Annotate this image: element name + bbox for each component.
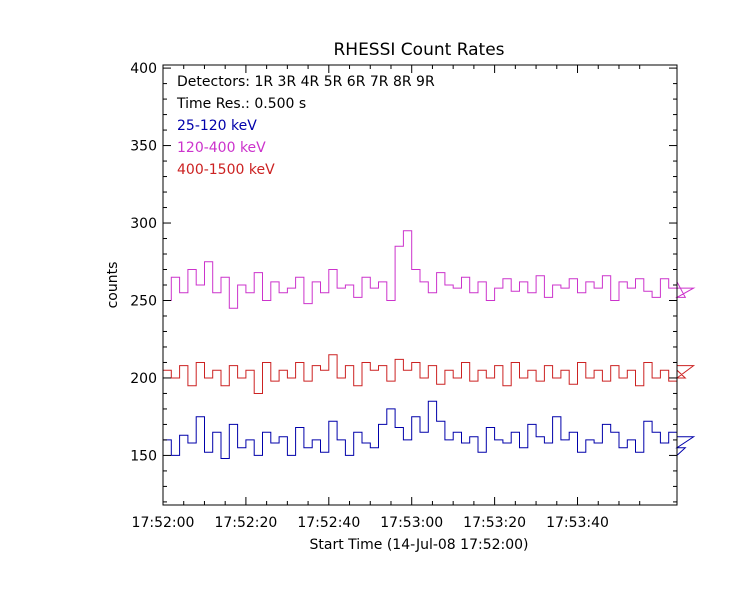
x-tick-label: 17:52:20 <box>214 515 277 531</box>
x-axis: 17:52:00 17:52:20 17:52:40 17:53:00 17:53:20… <box>132 65 641 531</box>
series-layer <box>163 230 696 459</box>
legend-25-120-kev: 25-120 keV <box>177 118 257 134</box>
y-tick-label: 300 <box>130 216 157 232</box>
y-tick-label: 200 <box>130 371 157 387</box>
x-axis-label: Start Time (14-Jul-08 17:52:00) <box>309 537 528 553</box>
y-axis-label: counts <box>105 262 121 309</box>
y-axis: 150 200 250 300 350 400 <box>130 61 677 503</box>
x-tick-label: 17:53:40 <box>546 515 609 531</box>
legend-400-1500-kev: 400-1500 keV <box>177 162 275 178</box>
x-tick-label: 17:52:00 <box>132 515 195 531</box>
x-tick-label: 17:53:20 <box>463 515 526 531</box>
legend: Detectors: 1R 3R 4R 5R 6R 7R 8R 9R Time … <box>176 74 435 178</box>
y-tick-label: 350 <box>130 139 157 155</box>
chart-title: RHESSI Count Rates <box>333 40 504 60</box>
x-tick-label: 17:53:00 <box>380 515 443 531</box>
series-line-0 <box>163 400 696 459</box>
y-tick-label: 250 <box>130 293 157 309</box>
series-line-2 <box>163 354 696 394</box>
detectors-annotation: Detectors: 1R 3R 4R 5R 6R 7R 8R 9R <box>177 74 435 90</box>
x-tick-label: 17:52:40 <box>297 515 360 531</box>
series-line-1 <box>163 230 696 309</box>
legend-120-400-kev: 120-400 keV <box>177 140 266 156</box>
y-tick-label: 150 <box>130 448 157 464</box>
time-resolution-annotation: Time Res.: 0.500 s <box>176 96 306 112</box>
y-tick-label: 400 <box>130 61 157 77</box>
